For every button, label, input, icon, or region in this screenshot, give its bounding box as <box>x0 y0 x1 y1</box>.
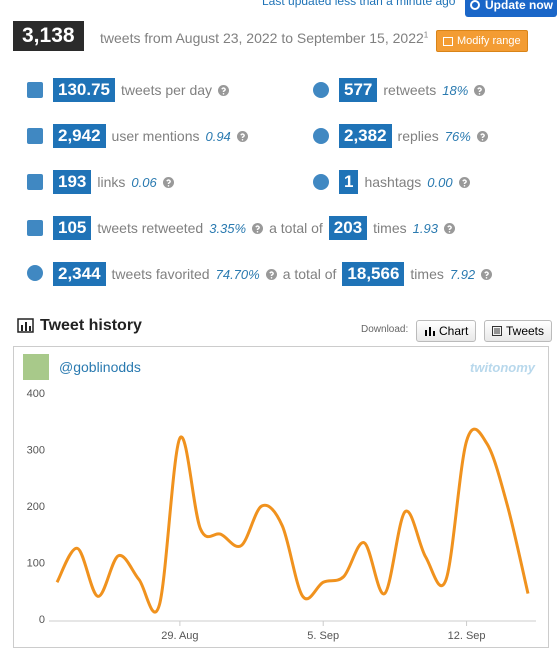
tweets-button[interactable]: Tweets <box>484 320 553 342</box>
update-button[interactable]: Update now <box>465 0 557 17</box>
stat-value: 2,382 <box>339 124 392 148</box>
calendar-icon <box>443 37 453 46</box>
update-label: Update now <box>485 0 553 12</box>
y-tick-label: 100 <box>27 558 45 570</box>
stat-label: retweets <box>383 82 437 98</box>
help-icon[interactable] <box>162 176 174 188</box>
history-icon <box>17 318 34 333</box>
stat-label: links <box>97 174 126 190</box>
stat-ratio: 74.70% <box>215 266 260 282</box>
chart: @goblinodds twitonomy 0 100 200 300 400 29. A… <box>13 346 549 648</box>
help-icon[interactable] <box>252 222 264 234</box>
stat-row: 2,344 tweets favorited 74.70% a total of 18,… <box>53 262 493 286</box>
stat-ratio: 3.35% <box>209 220 247 236</box>
stat-icon <box>27 174 43 190</box>
stat-row: 105 tweets retweeted 3.35% a total of 203 tim… <box>53 216 455 240</box>
total-label: a total of <box>282 266 337 282</box>
modify-label: Modify range <box>457 35 521 47</box>
stat-icon <box>313 82 329 98</box>
series-line <box>55 427 530 614</box>
times-label: times <box>410 266 444 282</box>
footnote: 1 <box>423 30 429 40</box>
history-title: Tweet history <box>40 317 142 334</box>
stat-label: tweets retweeted <box>97 220 204 236</box>
y-tick-label: 400 <box>27 388 45 400</box>
stat-label: tweets favorited <box>111 266 210 282</box>
stat-label: user mentions <box>111 128 200 144</box>
help-icon[interactable] <box>481 268 493 280</box>
x-tick-label: 12. Sep <box>448 630 486 642</box>
stat-icon <box>27 265 43 281</box>
stat-label: replies <box>397 128 439 144</box>
logo: twitonomy <box>470 360 536 375</box>
stat-icon <box>313 174 329 190</box>
stat-icon <box>313 128 329 144</box>
y-tick-label: 200 <box>27 501 45 513</box>
total-label: a total of <box>269 220 323 236</box>
help-icon[interactable] <box>476 130 488 142</box>
stat-total: 18,566 <box>342 262 405 286</box>
times-ratio: 7.92 <box>449 266 476 282</box>
chart-button-label: Chart <box>439 324 469 338</box>
range-text: tweets from August 23, 2022 to September… <box>100 30 428 46</box>
stat-value: 2,942 <box>53 124 106 148</box>
times-ratio: 1.93 <box>412 220 438 236</box>
stat-value: 1 <box>339 170 359 194</box>
last-updated: Last updated less than a minute ago <box>262 0 456 8</box>
chart-frame <box>13 346 549 648</box>
help-icon[interactable] <box>218 84 230 96</box>
tweets-button-label: Tweets <box>506 324 545 338</box>
help-icon[interactable] <box>458 176 470 188</box>
range-label: tweets from August 23, 2022 to September… <box>100 30 424 46</box>
stat-row: 130.75 tweets per day <box>53 78 230 102</box>
stat-value: 2,344 <box>53 262 106 286</box>
stat-ratio: 76% <box>444 128 471 144</box>
stat-row: 2,942 user mentions 0.94 <box>53 124 248 148</box>
stat-row: 577 retweets 18% <box>339 78 486 102</box>
stat-ratio: 18% <box>442 82 469 98</box>
x-tick-label: 5. Sep <box>307 630 339 642</box>
download-label: Download: <box>361 324 409 335</box>
y-tick-label: 300 <box>27 445 45 457</box>
stat-value: 577 <box>339 78 378 102</box>
stat-label: tweets per day <box>121 82 213 98</box>
chart-icon <box>425 327 435 336</box>
help-icon[interactable] <box>236 130 248 142</box>
stat-ratio: 0.94 <box>205 128 231 144</box>
help-icon[interactable] <box>443 222 455 234</box>
y-tick-label: 0 <box>39 614 45 626</box>
times-label: times <box>373 220 407 236</box>
list-icon <box>492 326 502 336</box>
chart-button[interactable]: Chart <box>416 320 477 342</box>
stat-value: 130.75 <box>53 78 115 102</box>
stat-row: 193 links 0.06 <box>53 170 174 194</box>
x-tick-label: 29. Aug <box>161 630 198 642</box>
avatar <box>23 354 49 380</box>
stat-icon <box>27 220 43 236</box>
stat-icon <box>27 128 43 144</box>
stat-icon <box>27 82 43 98</box>
modify-range-button[interactable]: Modify range <box>436 30 528 52</box>
stat-ratio: 0.00 <box>427 174 453 190</box>
help-icon[interactable] <box>474 84 486 96</box>
stat-ratio: 0.06 <box>131 174 157 190</box>
stat-row: 2,382 replies 76% <box>339 124 488 148</box>
stat-value: 105 <box>53 216 92 240</box>
stat-row: 1 hashtags 0.00 <box>339 170 470 194</box>
stat-total: 203 <box>328 216 368 240</box>
refresh-icon <box>470 0 480 10</box>
total-badge: 3,138 <box>13 21 84 51</box>
stat-value: 193 <box>53 170 92 194</box>
help-icon[interactable] <box>265 268 277 280</box>
account-name: @goblinodds <box>59 359 141 375</box>
stat-label: hashtags <box>364 174 422 190</box>
